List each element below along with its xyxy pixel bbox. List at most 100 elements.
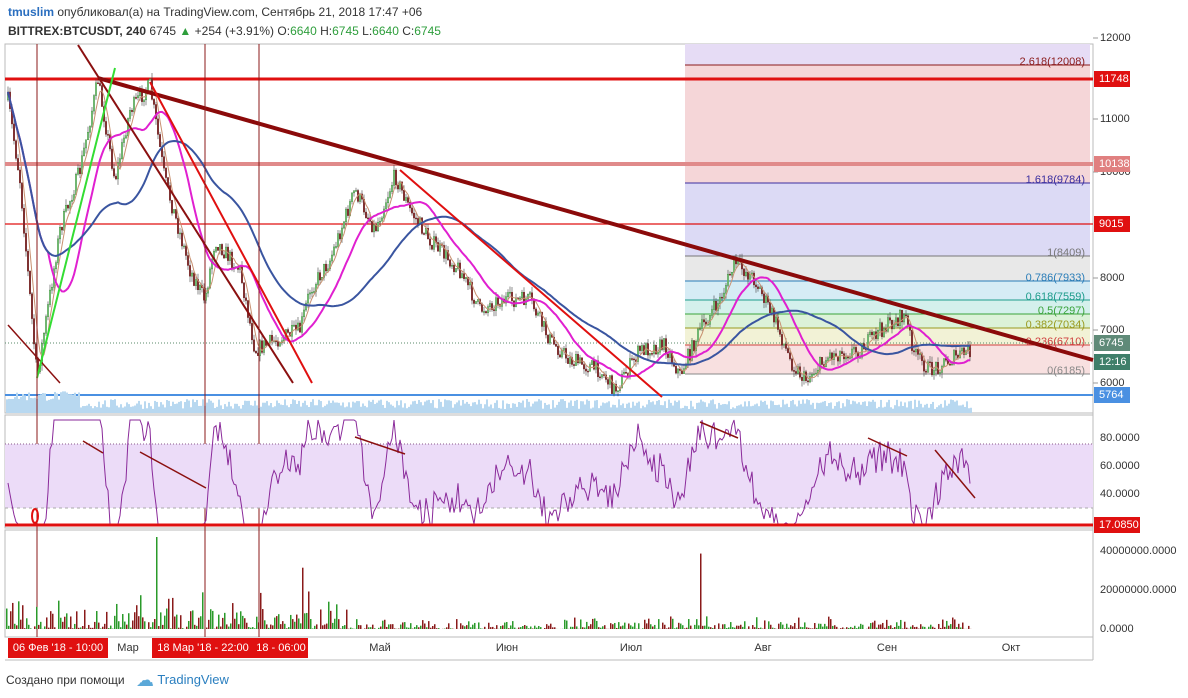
candle-body [763,293,766,303]
volume-bar [958,623,960,629]
volume-bar [272,625,274,629]
volume-bar [740,624,742,629]
volume-bar [276,616,278,629]
volume-bar [632,626,634,629]
volume-bar [878,624,880,629]
main-volume [128,404,130,413]
main-volume [404,403,406,413]
main-volume [762,401,764,413]
candle-body [469,282,472,286]
fib-label: 0.618(7559) [1026,291,1085,303]
candle-body [553,337,556,345]
user[interactable]: tmuslim [8,5,55,19]
volume-bar [748,626,750,629]
main-volume [808,400,810,413]
main-volume [870,401,872,413]
candle-body [793,370,796,372]
time-label: Мар [117,642,139,654]
volume-bar [688,619,690,629]
main-volume [924,404,926,413]
main-volume [882,407,884,413]
main-volume [718,402,720,413]
last: 6745 [149,24,177,38]
main-volume [94,406,96,413]
main-volume [432,400,434,413]
candle-body [86,131,89,141]
candle-body [387,197,390,204]
volume-bar [446,627,448,629]
price-marker-label: 6745 [1099,337,1123,349]
main-volume [344,407,346,413]
volume-bar [504,622,506,629]
volume-bar [598,627,600,629]
price-marker [1094,156,1130,172]
main-volume [970,407,972,413]
main-volume [796,406,798,413]
main-volume [740,404,742,413]
main-volume [626,403,628,413]
main-volume [162,404,164,413]
volume-bar [336,604,338,629]
main-volume [822,401,824,413]
candle-body [659,339,662,353]
volume-bar [922,626,924,629]
volume-bar [774,628,776,629]
candle-body [909,324,912,331]
candle-body [132,97,135,112]
main-volume [456,402,458,413]
main-volume [508,404,510,413]
candle-body [841,351,844,354]
volume-bar [930,624,932,629]
main-volume [84,406,86,413]
candle-body [493,309,496,311]
main-volume [554,407,556,413]
candle-body [755,284,758,288]
candle-body [649,353,652,356]
main-volume [302,402,304,413]
volume-bar [706,616,708,629]
candle-body [689,349,692,361]
volume-bar [912,625,914,629]
volume-bar [880,624,882,629]
main-volume [538,399,540,413]
volume-bar [12,602,14,629]
candle-body [953,350,956,365]
candle-body [963,347,966,355]
main-volume [324,405,326,413]
volume-bar [156,537,158,629]
candle-body [31,293,34,319]
main-volume [668,399,670,413]
volume-bar [590,624,592,629]
volume-bar [248,627,250,629]
fib-band [685,183,1090,256]
main-volume [862,401,864,413]
candle-body [305,302,308,311]
volume-bar [364,628,366,629]
main-volume [292,399,294,413]
candle-body [485,311,488,314]
volume-bar [652,626,654,629]
main-volume [232,408,234,413]
brand[interactable]: TradingView [157,672,229,687]
main-volume [56,393,58,413]
time-label: Окт [1002,642,1021,654]
volume-bar [316,624,318,629]
candle-body [198,285,201,291]
change: +254 (+3.91%) [194,24,275,38]
main-volume [844,406,846,413]
candle-body [731,272,734,276]
volume-bar [328,601,330,629]
made-with: Создано при помощи [6,673,125,687]
volume-bar [564,619,566,629]
main-volume [138,400,140,413]
candle-body [162,156,165,169]
candle-body [172,209,175,214]
main-volume [542,408,544,413]
main-volume [348,402,350,413]
main-volume [300,406,302,413]
volume-bar [306,612,308,629]
volume-bar [910,626,912,629]
main-volume [736,405,738,413]
volume-bar [380,626,382,629]
